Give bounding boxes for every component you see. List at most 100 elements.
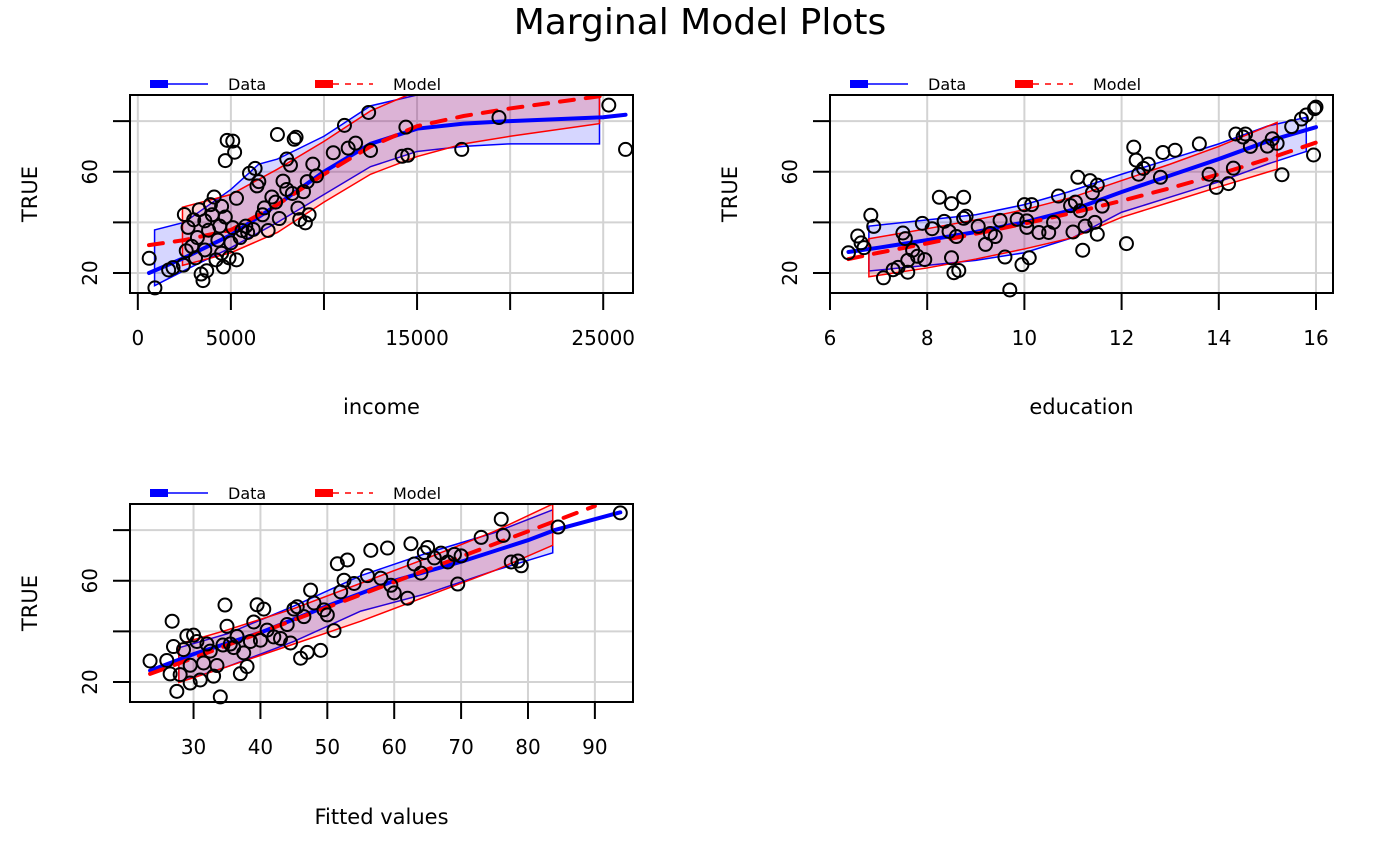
legend-model-swatch (1015, 80, 1033, 88)
data-point (256, 601, 272, 617)
data-point (450, 576, 466, 592)
data-point (286, 601, 302, 617)
x-tick-label: 14 (1206, 326, 1231, 350)
data-point (348, 135, 364, 151)
data-point (206, 189, 222, 205)
data-point (992, 212, 1008, 228)
data-point (361, 104, 377, 120)
data-point (1238, 126, 1254, 142)
data-point (212, 689, 228, 705)
data-point (1307, 101, 1323, 117)
data-point (1019, 213, 1035, 229)
data-point (1019, 219, 1035, 235)
legend: Data Model (150, 484, 441, 503)
data-point (1094, 198, 1110, 214)
data-point (550, 519, 566, 535)
data-point (1167, 142, 1183, 158)
data-point (1072, 203, 1088, 219)
data-point (195, 273, 211, 289)
data-point (1191, 136, 1207, 152)
data-point (236, 645, 252, 661)
legend: Data Model (150, 75, 441, 94)
data-point (473, 529, 489, 545)
y-tick-label: 20 (778, 260, 802, 285)
data-point (398, 119, 414, 135)
data-point (394, 148, 410, 164)
data-point (1024, 197, 1040, 213)
data-point (958, 208, 974, 224)
data-point (1225, 160, 1241, 176)
data-point (956, 210, 972, 226)
data-point (1235, 129, 1251, 145)
data-point (1242, 138, 1258, 154)
panel-income: 0 5000 15000 25000 20 60 income TRUE Data Model (18, 75, 635, 419)
data-point (228, 190, 244, 206)
y-tick-label: 60 (778, 159, 802, 184)
data-point (326, 623, 342, 639)
data-point (301, 207, 317, 223)
data-point (403, 536, 419, 552)
data-point (446, 546, 462, 562)
y-axis-title: TRUE (18, 166, 42, 223)
data-point (1293, 111, 1309, 127)
data-point (909, 248, 925, 264)
y-tick-label: 20 (78, 669, 102, 694)
x-tick-label: 10 (1012, 326, 1037, 350)
x-tick-label: 15000 (385, 326, 449, 350)
data-point (863, 207, 879, 223)
x-tick-label: 80 (515, 735, 540, 759)
data-point (943, 196, 959, 212)
data-point (282, 157, 298, 173)
x-axis-title: income (343, 395, 420, 419)
data-point (182, 675, 198, 691)
data-point (175, 257, 191, 273)
legend-data-label: Data (228, 484, 266, 503)
data-point (383, 577, 399, 593)
data-point (202, 643, 218, 659)
data-point (951, 262, 967, 278)
data-point (260, 222, 276, 238)
data-point (206, 668, 222, 684)
data-point (997, 249, 1013, 265)
data-point (1201, 166, 1217, 182)
data-point (188, 250, 204, 266)
data-point (219, 132, 235, 148)
data-point (1228, 126, 1244, 142)
data-point (1067, 194, 1083, 210)
legend-model-swatch (315, 80, 333, 88)
y-axis-title: TRUE (18, 575, 42, 632)
chart-title: Marginal Model Plots (513, 2, 887, 43)
data-point (1308, 99, 1324, 115)
data-point (176, 642, 192, 658)
data-point (275, 173, 291, 189)
model-smooth-line (846, 140, 1318, 262)
data-point (283, 635, 299, 651)
model-smooth-line (146, 95, 606, 248)
y-tick-label: 60 (78, 159, 102, 184)
data-point (866, 218, 882, 234)
data-point (1306, 147, 1322, 163)
data-point (612, 505, 628, 521)
data-point (618, 141, 634, 157)
model-confidence-band (181, 95, 601, 267)
data-point (164, 613, 180, 629)
data-point (199, 636, 215, 652)
legend-data-label: Data (928, 75, 966, 94)
data-point (246, 614, 262, 630)
data-point (209, 658, 225, 674)
data-point (313, 642, 329, 658)
data-point (286, 131, 302, 147)
data-point (339, 552, 355, 568)
x-tick-label: 70 (448, 735, 473, 759)
x-tick-label: 40 (248, 735, 273, 759)
plot-frame (129, 94, 634, 294)
data-point (215, 637, 231, 653)
data-point (336, 572, 352, 588)
data-point (319, 607, 335, 623)
x-axis-title: Fitted values (314, 805, 448, 829)
data-point (1002, 282, 1018, 298)
x-tick-label: 90 (582, 735, 607, 759)
data-point (386, 585, 402, 601)
data-point (202, 197, 218, 213)
data-point (495, 527, 511, 543)
